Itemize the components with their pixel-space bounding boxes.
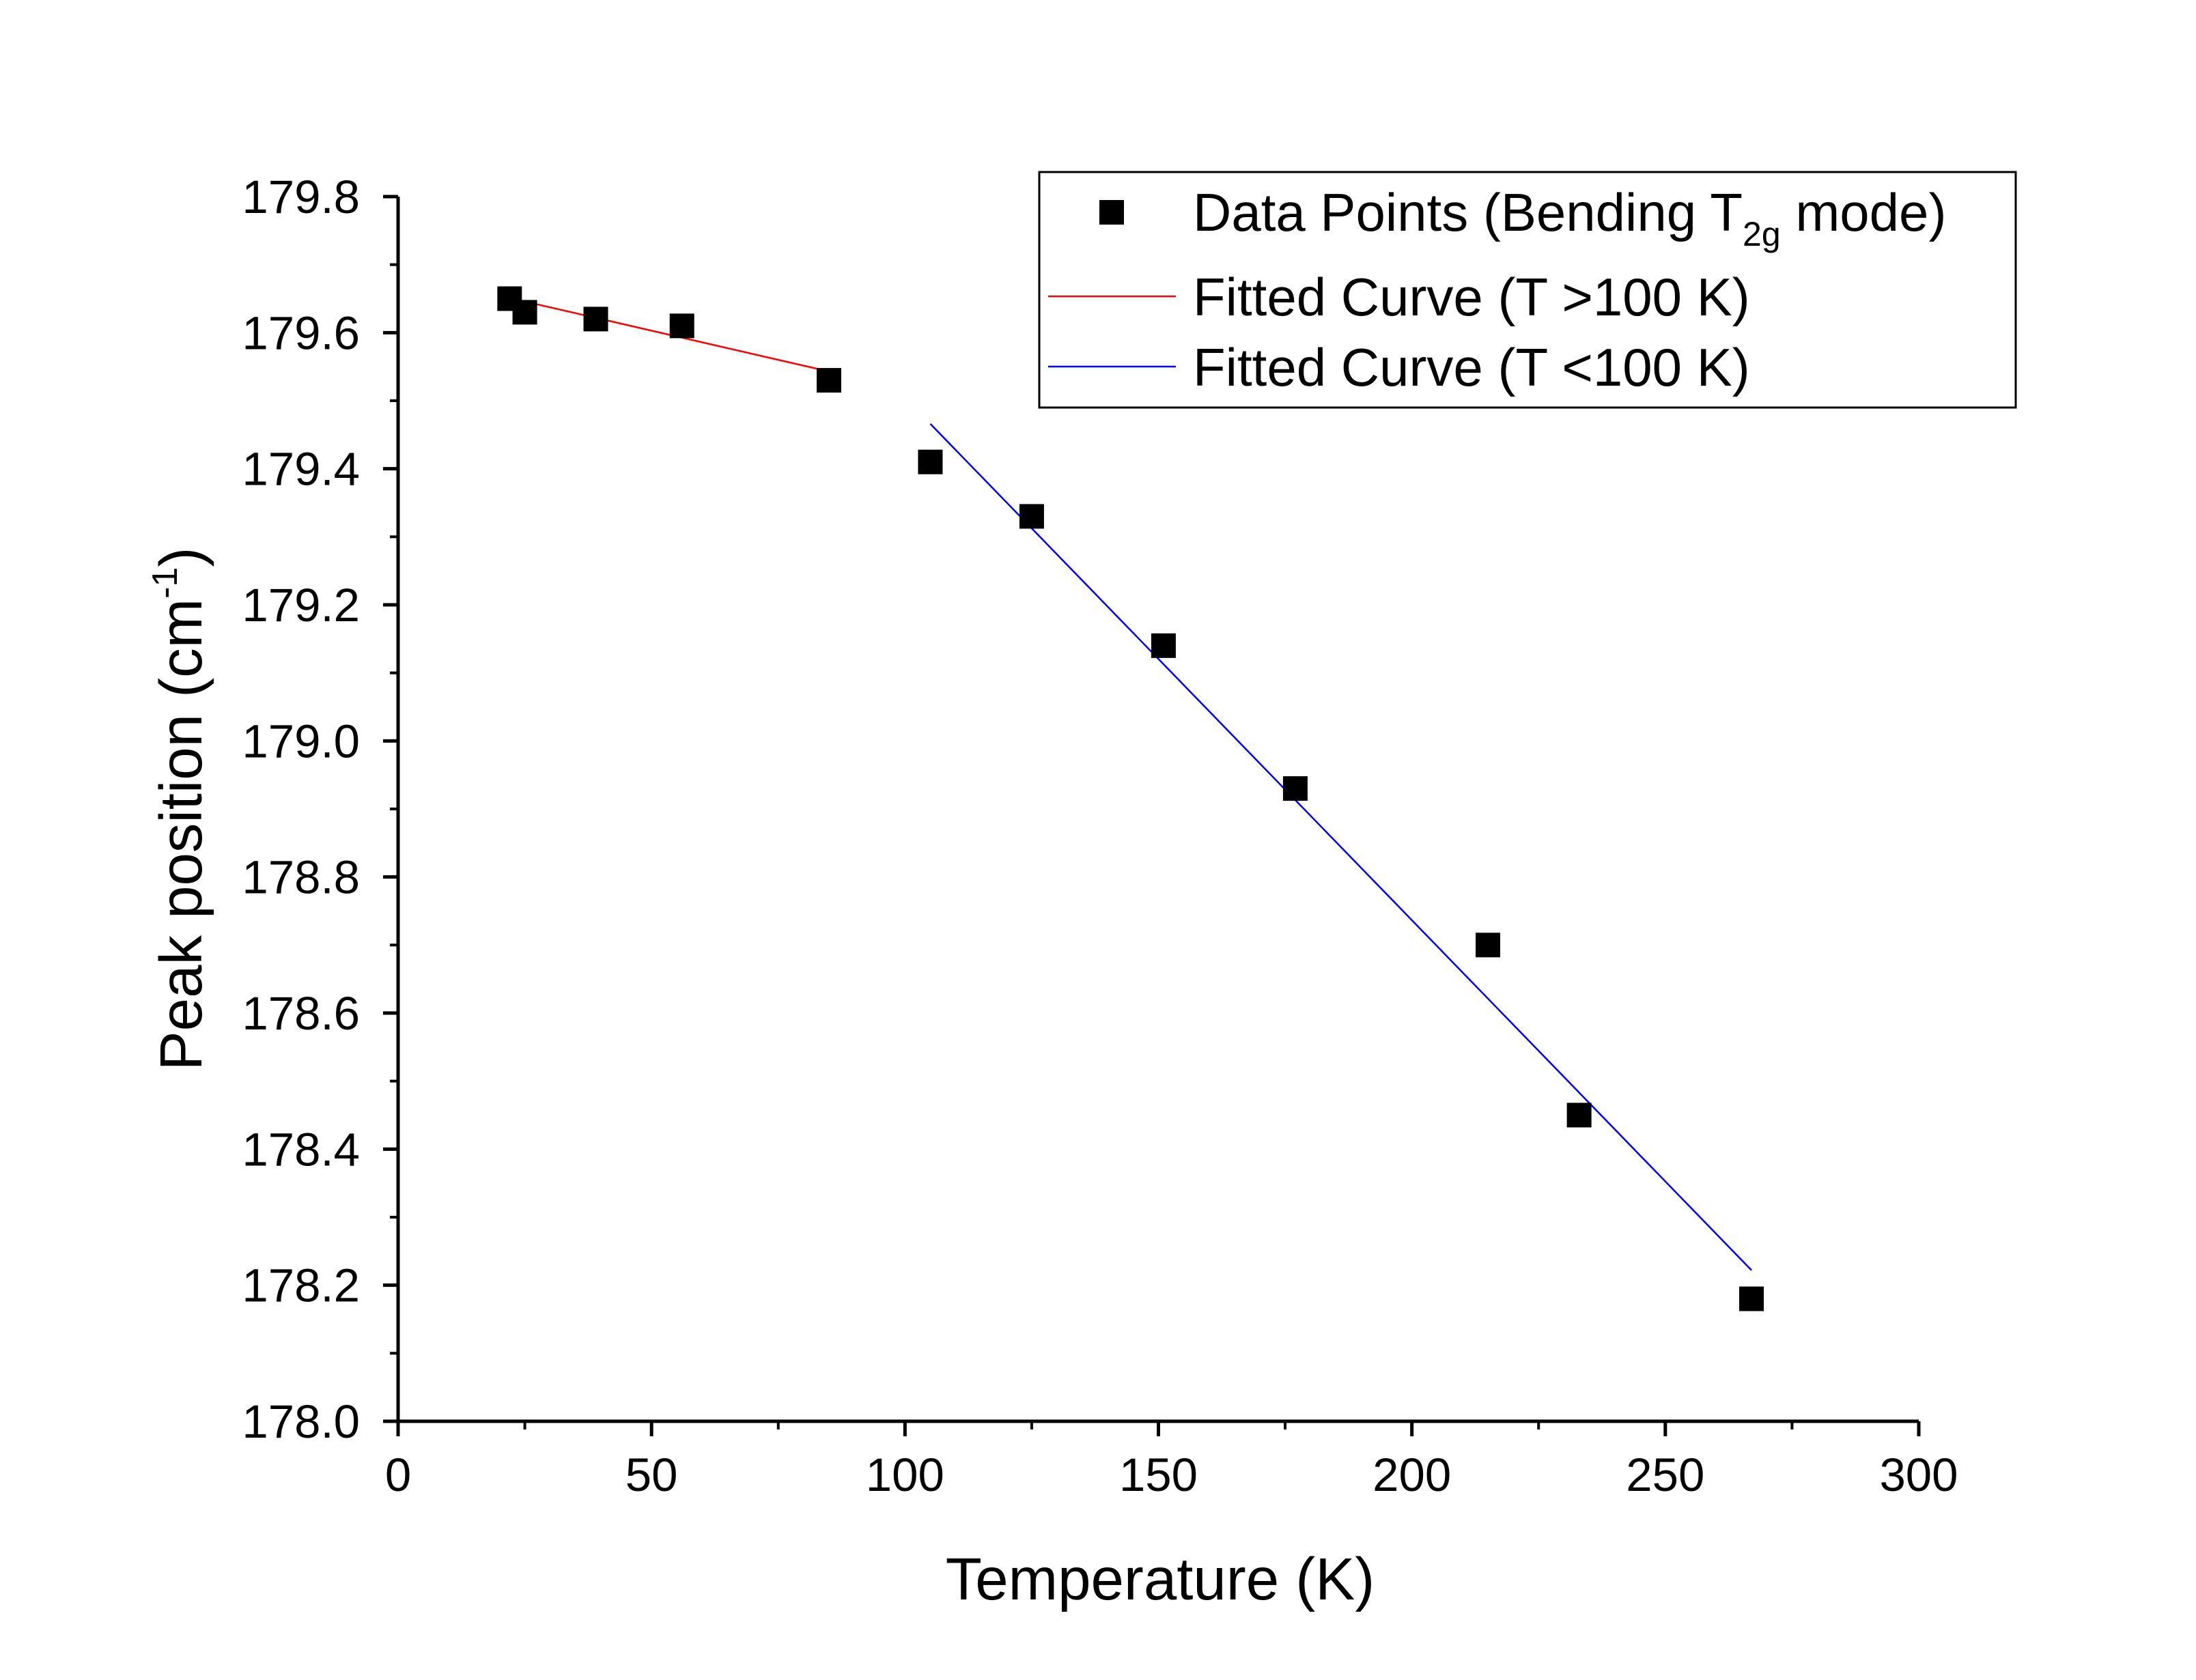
data-point [669, 313, 694, 339]
y-axis-label-tail: ) [148, 547, 214, 567]
legend-label-data-points: Data Points (Bending T2g mode) [1193, 182, 1946, 253]
y-axis-label-sup: -1 [145, 567, 185, 599]
data-point [1476, 932, 1501, 958]
y-tick-label: 179.4 [242, 443, 360, 496]
x-tick-label: 300 [1879, 1449, 1958, 1501]
legend-marker-data-points [1099, 200, 1124, 225]
data-point [1151, 633, 1176, 658]
data-point [512, 300, 537, 325]
y-tick-label: 179.0 [242, 715, 360, 767]
legend-label-fit-low: Fitted Curve (T <100 K) [1193, 337, 1750, 397]
fit-lines [509, 297, 1752, 1271]
y-tick-label: 178.6 [242, 987, 360, 1040]
fit-line-low [929, 423, 1752, 1271]
data-point [816, 368, 841, 393]
data-point [1282, 776, 1308, 801]
legend: Data Points (Bending T2g mode) Fitted Cu… [1038, 171, 2017, 409]
data-point [1566, 1102, 1592, 1128]
data-markers [497, 286, 1764, 1311]
data-point [918, 449, 943, 474]
legend-label-data-points-sub: 2g [1743, 215, 1781, 253]
fit-line-high [509, 297, 830, 373]
y-tick-label: 179.6 [242, 307, 360, 359]
x-tick-label: 100 [866, 1449, 944, 1501]
axes: 0 50 100 150 200 250 300 178.0178.2178.4178.61… [242, 171, 1958, 1501]
y-tick-label: 178.2 [242, 1259, 360, 1312]
y-axis-label: Peak position (cm-1) [145, 547, 214, 1071]
x-ticks: 0 50 100 150 200 250 300 [385, 1421, 1958, 1501]
legend-label-data-points-main: Data Points (Bending T [1193, 182, 1743, 242]
y-tick-label: 179.8 [242, 171, 360, 223]
x-tick-label: 0 [385, 1449, 411, 1501]
legend-label-data-points-tail: mode) [1781, 182, 1947, 242]
y-tick-label: 178.4 [242, 1123, 360, 1176]
legend-label-fit-high: Fitted Curve (T >100 K) [1193, 267, 1750, 327]
y-ticks: 178.0 178.2 178.4 178.6 178.8 179.0 179.2 179.4… [242, 171, 398, 1448]
data-point [1739, 1286, 1764, 1311]
y-tick-label: 179.2 [242, 579, 360, 631]
y-tick-label: 178.8 [242, 851, 360, 904]
y-axis-label-main: Peak position (cm [148, 599, 214, 1070]
y-tick-label: 178.0 [242, 1395, 360, 1448]
x-tick-label: 50 [625, 1449, 678, 1501]
x-axis-label: Temperature (K) [946, 1546, 1375, 1612]
data-point [583, 307, 608, 332]
x-tick-label: 250 [1626, 1449, 1704, 1501]
legend-box [1038, 171, 2017, 409]
x-tick-label: 150 [1119, 1449, 1198, 1501]
x-tick-label: 200 [1372, 1449, 1451, 1501]
data-point [1019, 504, 1044, 529]
